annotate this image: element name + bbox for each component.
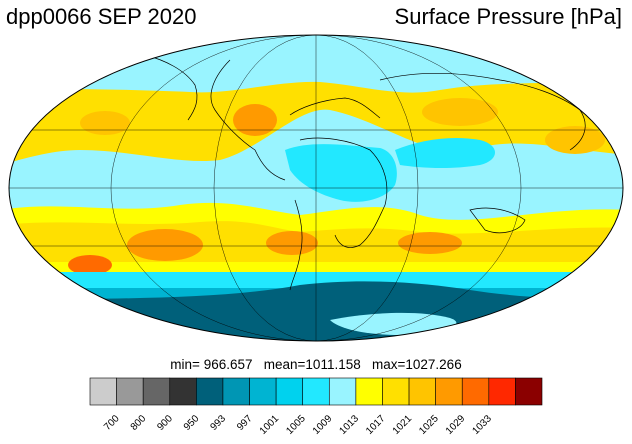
colorbar-swatch [515,377,543,406]
east-asia-high [545,126,605,154]
colorbar-tick-label: 1029 [444,413,468,437]
colorbar-swatch [169,377,197,406]
max-value: 1027.266 [405,357,462,372]
colorbar-swatch [222,377,250,406]
south-atlantic-high [266,231,318,255]
colorbar-tick-label: 1017 [364,413,388,437]
africa-low [285,144,397,202]
colorbar-swatch [142,377,171,406]
colorbar-swatch [461,377,490,406]
north-atlantic-high [233,104,277,136]
min-label: min= [170,357,200,372]
colorbar-swatch [355,377,383,406]
colorbar-swatch [89,377,117,406]
min-value: 966.657 [203,357,253,372]
colorbar-tick-label: 1025 [417,413,441,437]
colorbar-swatch [116,377,144,406]
mean-value: 1011.158 [305,357,361,372]
title-variable: Surface Pressure [hPa] [394,4,622,29]
colorbar-tick-label: 997 [235,413,255,433]
colorbar-tick-label: 1013 [337,413,361,437]
colorbar-tick-label: 700 [102,413,122,433]
colorbar-swatch [196,377,224,406]
asia-low [395,138,495,169]
title-run-date: dpp0066 SEP 2020 [6,4,197,29]
south-pacific-high [127,229,203,261]
colorbar-tick-label: 1005 [284,413,308,437]
statistics-line: min= 966.657 mean=1011.158 max=1027.266 [0,357,632,372]
max-label: max= [372,357,406,372]
south-pacific-high-peak [68,255,112,275]
colorbar-tick-label: 950 [182,413,202,433]
colorbar-tick-label: 1033 [470,413,494,437]
graticule [9,35,623,341]
colorbar-swatch [382,377,410,406]
colorbar-swatch [328,377,357,406]
colorbar-swatch [302,377,330,406]
north-pacific-high [80,111,130,135]
asian-high [422,98,498,126]
mean-label: mean= [263,357,306,372]
colorbar-swatch [249,377,277,406]
globe-outline [8,34,624,342]
colorbar-swatch [435,377,463,406]
colorbar-tick-label: 900 [155,413,175,433]
colorbar-tick-label: 1001 [258,413,282,437]
colorbar-swatch [488,377,516,406]
indian-ocean-high [398,232,462,254]
colorbar-tick-label: 800 [129,413,149,433]
colorbar-tick-label: 1021 [391,413,415,437]
colorbar-tick-label: 993 [208,413,228,433]
coastlines [144,54,586,291]
colorbar-swatch [275,377,304,406]
colorbar-swatch [408,377,436,406]
antarctic-continent [330,312,457,335]
colorbar-tick-label: 1009 [311,413,335,437]
